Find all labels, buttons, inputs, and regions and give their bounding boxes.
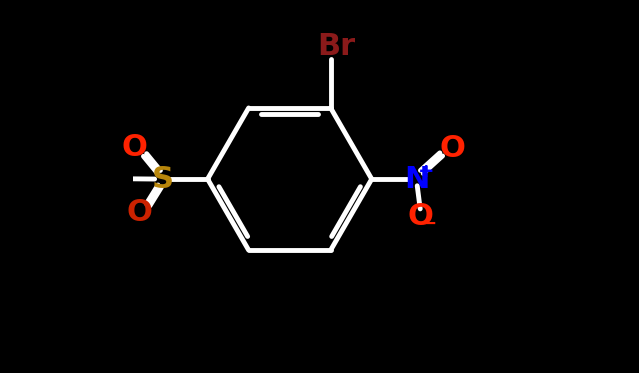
Text: N: N bbox=[404, 164, 429, 194]
Text: Br: Br bbox=[317, 32, 355, 61]
Text: S: S bbox=[152, 164, 174, 194]
Text: O: O bbox=[127, 198, 152, 227]
Text: O: O bbox=[440, 134, 466, 163]
Text: −: − bbox=[421, 214, 438, 233]
Text: O: O bbox=[122, 133, 148, 162]
Text: +: + bbox=[418, 162, 435, 181]
Text: O: O bbox=[407, 202, 433, 231]
